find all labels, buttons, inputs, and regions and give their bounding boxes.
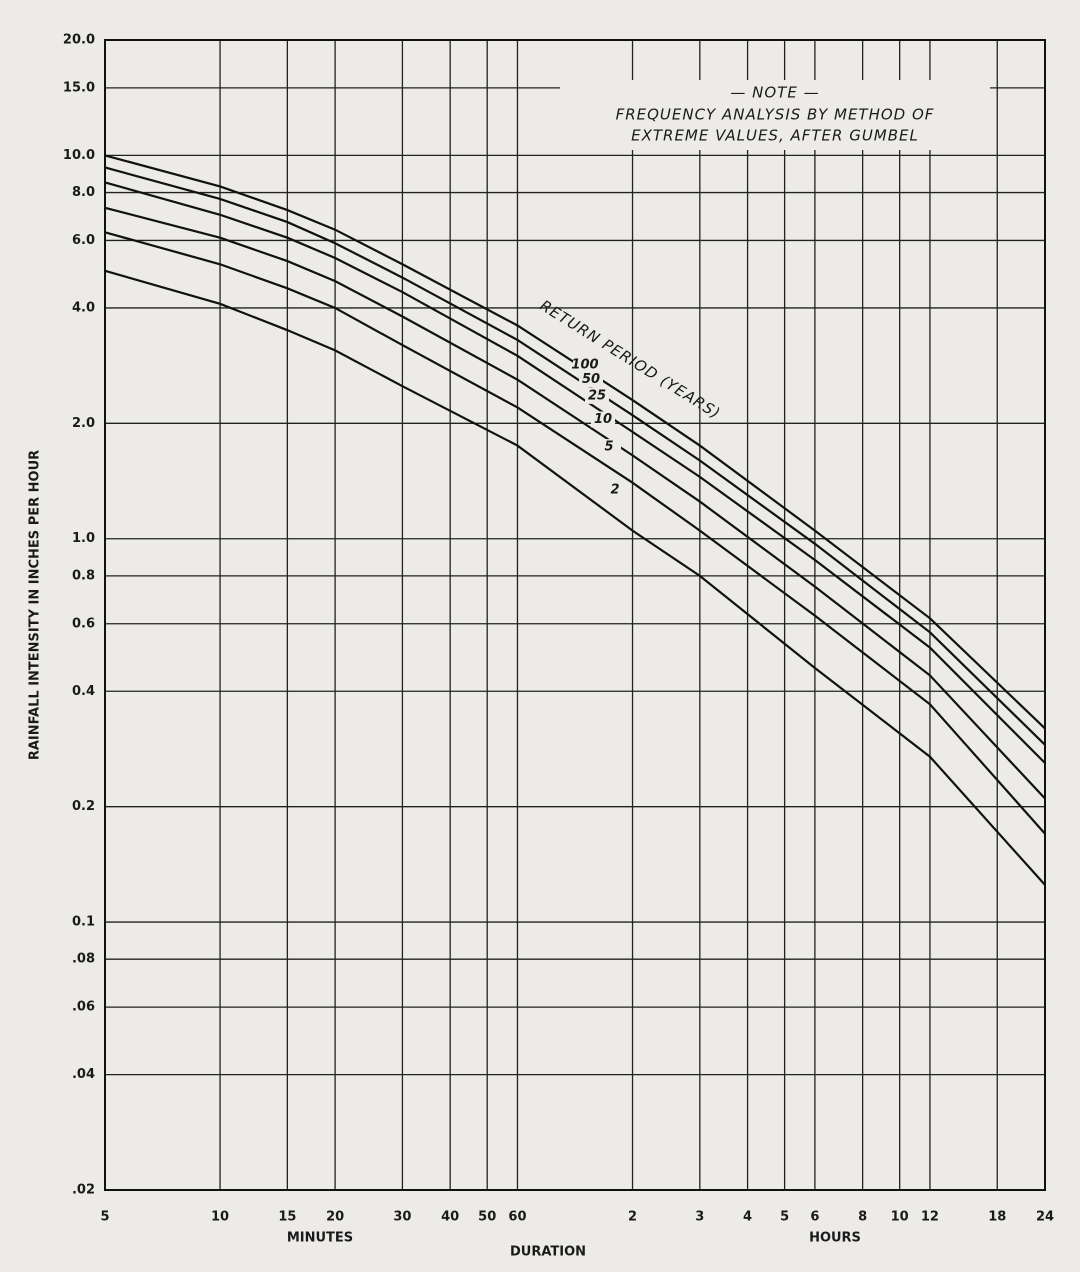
x-axis-label: DURATION <box>510 1245 586 1260</box>
y-tick-label: 1.0 <box>72 531 95 546</box>
series-label-bg <box>585 387 609 404</box>
y-tick-label: 2.0 <box>72 416 95 431</box>
y-tick-label: .04 <box>72 1067 95 1082</box>
series-label: 5 <box>604 440 613 455</box>
series-line <box>104 269 1046 886</box>
y-tick-label: 0.2 <box>72 799 95 814</box>
note-line: EXTREME VALUES, AFTER GUMBEL <box>631 127 919 145</box>
series-line <box>104 181 1046 764</box>
series-line <box>104 231 1046 835</box>
series-label: 50 <box>582 372 600 387</box>
y-tick-label: 6.0 <box>72 233 95 248</box>
plot-frame <box>104 39 1046 1191</box>
series-label-bg <box>597 439 621 456</box>
y-tick-label: .08 <box>72 952 95 967</box>
series-line <box>104 166 1046 746</box>
x-tick-label: 5 <box>100 1210 109 1225</box>
y-tick-label: 10.0 <box>63 148 95 163</box>
series-label: 2 <box>610 483 619 498</box>
note-box <box>560 80 990 150</box>
y-tick-label: 0.8 <box>72 568 95 583</box>
y-tick-label: 0.6 <box>72 616 95 631</box>
x-tick-label: 12 <box>921 1210 939 1225</box>
x-tick-label: 10 <box>211 1210 229 1225</box>
x-tick-label: 3 <box>695 1210 704 1225</box>
series-label: 100 <box>571 357 598 372</box>
series-label: 10 <box>594 412 612 427</box>
y-tick-label: 0.4 <box>72 684 95 699</box>
series-label-bg <box>591 411 615 428</box>
x-tick-label: 18 <box>988 1210 1006 1225</box>
series-label-bg <box>573 356 597 373</box>
x-axis-label-right: HOURS <box>809 1231 861 1246</box>
y-tick-label: .02 <box>72 1183 95 1198</box>
x-tick-label: 2 <box>628 1210 637 1225</box>
y-tick-label: 0.1 <box>72 915 95 930</box>
y-tick-label: .06 <box>72 1000 95 1015</box>
note-line: FREQUENCY ANALYSIS BY METHOD OF <box>616 106 935 124</box>
y-tick-label: 4.0 <box>72 300 95 315</box>
x-tick-label: 20 <box>326 1210 344 1225</box>
series-line <box>104 154 1046 730</box>
x-tick-label: 6 <box>810 1210 819 1225</box>
x-tick-label: 10 <box>891 1210 909 1225</box>
x-tick-label: 8 <box>858 1210 867 1225</box>
series-line <box>104 206 1046 800</box>
note-line: — NOTE — <box>730 84 819 102</box>
x-tick-label: 50 <box>478 1210 496 1225</box>
x-tick-label: 24 <box>1036 1210 1054 1225</box>
x-tick-label: 5 <box>780 1210 789 1225</box>
y-tick-label: 8.0 <box>72 185 95 200</box>
series-label: 25 <box>588 388 606 403</box>
series-label-bg <box>603 482 627 499</box>
y-axis-label: RAINFALL INTENSITY IN INCHES PER HOUR <box>28 450 43 760</box>
series-label-bg <box>579 371 603 388</box>
x-tick-label: 40 <box>441 1210 459 1225</box>
x-tick-label: 30 <box>393 1210 411 1225</box>
x-tick-label: 15 <box>278 1210 296 1225</box>
x-tick-label: 4 <box>743 1210 752 1225</box>
y-tick-label: 20.0 <box>63 33 95 48</box>
x-axis-label-left: MINUTES <box>287 1231 353 1246</box>
y-tick-label: 15.0 <box>63 80 95 95</box>
x-tick-label: 60 <box>508 1210 526 1225</box>
